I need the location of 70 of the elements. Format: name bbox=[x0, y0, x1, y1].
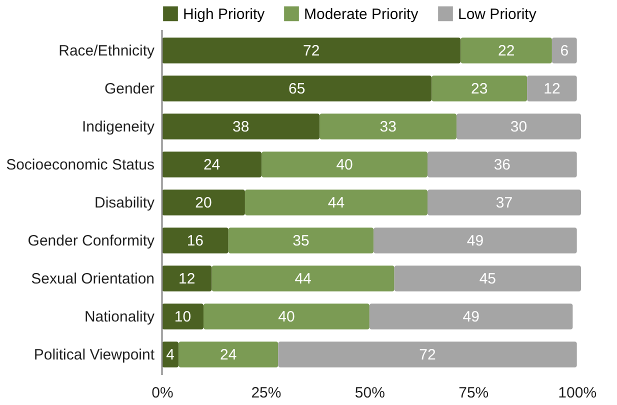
bar bbox=[428, 152, 577, 178]
data-label: 65 bbox=[288, 80, 306, 98]
data-label: 12 bbox=[544, 80, 560, 98]
bar bbox=[178, 342, 278, 368]
data-label: 44 bbox=[294, 270, 312, 288]
bar bbox=[212, 266, 394, 292]
data-label: 24 bbox=[203, 156, 220, 174]
y-tick-label: Gender Conformity bbox=[28, 232, 155, 250]
data-label: 12 bbox=[178, 270, 196, 288]
bar bbox=[374, 228, 577, 254]
bar bbox=[162, 76, 432, 102]
bar bbox=[162, 190, 245, 216]
bar bbox=[162, 152, 262, 178]
data-label: 36 bbox=[494, 156, 511, 174]
bar bbox=[278, 342, 577, 368]
bar bbox=[244, 190, 428, 216]
bar bbox=[552, 38, 577, 64]
data-label: 44 bbox=[328, 194, 345, 212]
data-label: 16 bbox=[186, 232, 204, 250]
data-label: 49 bbox=[466, 232, 484, 250]
y-tick-label: Socioeconomic Status bbox=[6, 156, 154, 174]
legend-label: Moderate Priority bbox=[304, 6, 419, 23]
data-label: 38 bbox=[232, 118, 250, 136]
bar bbox=[456, 114, 581, 140]
y-tick-label: Gender bbox=[104, 80, 154, 98]
x-tick-label: 50% bbox=[354, 384, 385, 402]
bar bbox=[432, 76, 528, 102]
data-label: 40 bbox=[336, 156, 353, 174]
data-label: 72 bbox=[419, 346, 436, 364]
data-label: 45 bbox=[479, 270, 496, 288]
data-label: 4 bbox=[166, 346, 174, 364]
data-label: 40 bbox=[278, 308, 295, 326]
bar bbox=[162, 304, 204, 330]
data-label: 33 bbox=[380, 118, 396, 136]
data-label: 24 bbox=[220, 346, 237, 364]
y-tick-label: Sexual Orientation bbox=[31, 270, 154, 288]
data-label: 20 bbox=[195, 194, 212, 212]
data-label: 72 bbox=[303, 42, 320, 60]
bar bbox=[527, 76, 577, 102]
x-tick-label: 100% bbox=[558, 384, 597, 402]
bar bbox=[262, 152, 428, 178]
bar bbox=[162, 38, 461, 64]
data-label: 49 bbox=[462, 308, 480, 326]
bar bbox=[394, 266, 581, 292]
bar bbox=[162, 114, 320, 140]
data-label: 10 bbox=[174, 308, 192, 326]
bar bbox=[460, 38, 552, 64]
data-label: 37 bbox=[496, 194, 513, 212]
y-tick-label: Nationality bbox=[84, 308, 155, 326]
y-tick-label: Race/Ethnicity bbox=[58, 42, 155, 60]
data-label: 30 bbox=[510, 118, 528, 136]
data-label: 35 bbox=[292, 232, 310, 250]
data-label: 6 bbox=[560, 42, 569, 60]
data-label: 23 bbox=[471, 80, 488, 98]
bar bbox=[369, 304, 573, 330]
bar bbox=[320, 114, 457, 140]
legend-label: High Priority bbox=[183, 6, 266, 23]
bar bbox=[203, 304, 370, 330]
bar bbox=[228, 228, 374, 254]
y-tick-label: Disability bbox=[94, 194, 155, 212]
data-label: 22 bbox=[498, 42, 515, 60]
x-tick-label: 75% bbox=[458, 384, 489, 402]
y-tick-label: Indigeneity bbox=[82, 118, 155, 136]
y-tick-label: Political Viewpoint bbox=[34, 346, 156, 364]
x-tick-label: 25% bbox=[251, 384, 282, 402]
legend-label: Low Priority bbox=[458, 6, 537, 23]
bar bbox=[428, 190, 581, 216]
bar bbox=[162, 266, 212, 292]
bar bbox=[162, 228, 228, 254]
x-tick-label: 0% bbox=[152, 384, 174, 402]
